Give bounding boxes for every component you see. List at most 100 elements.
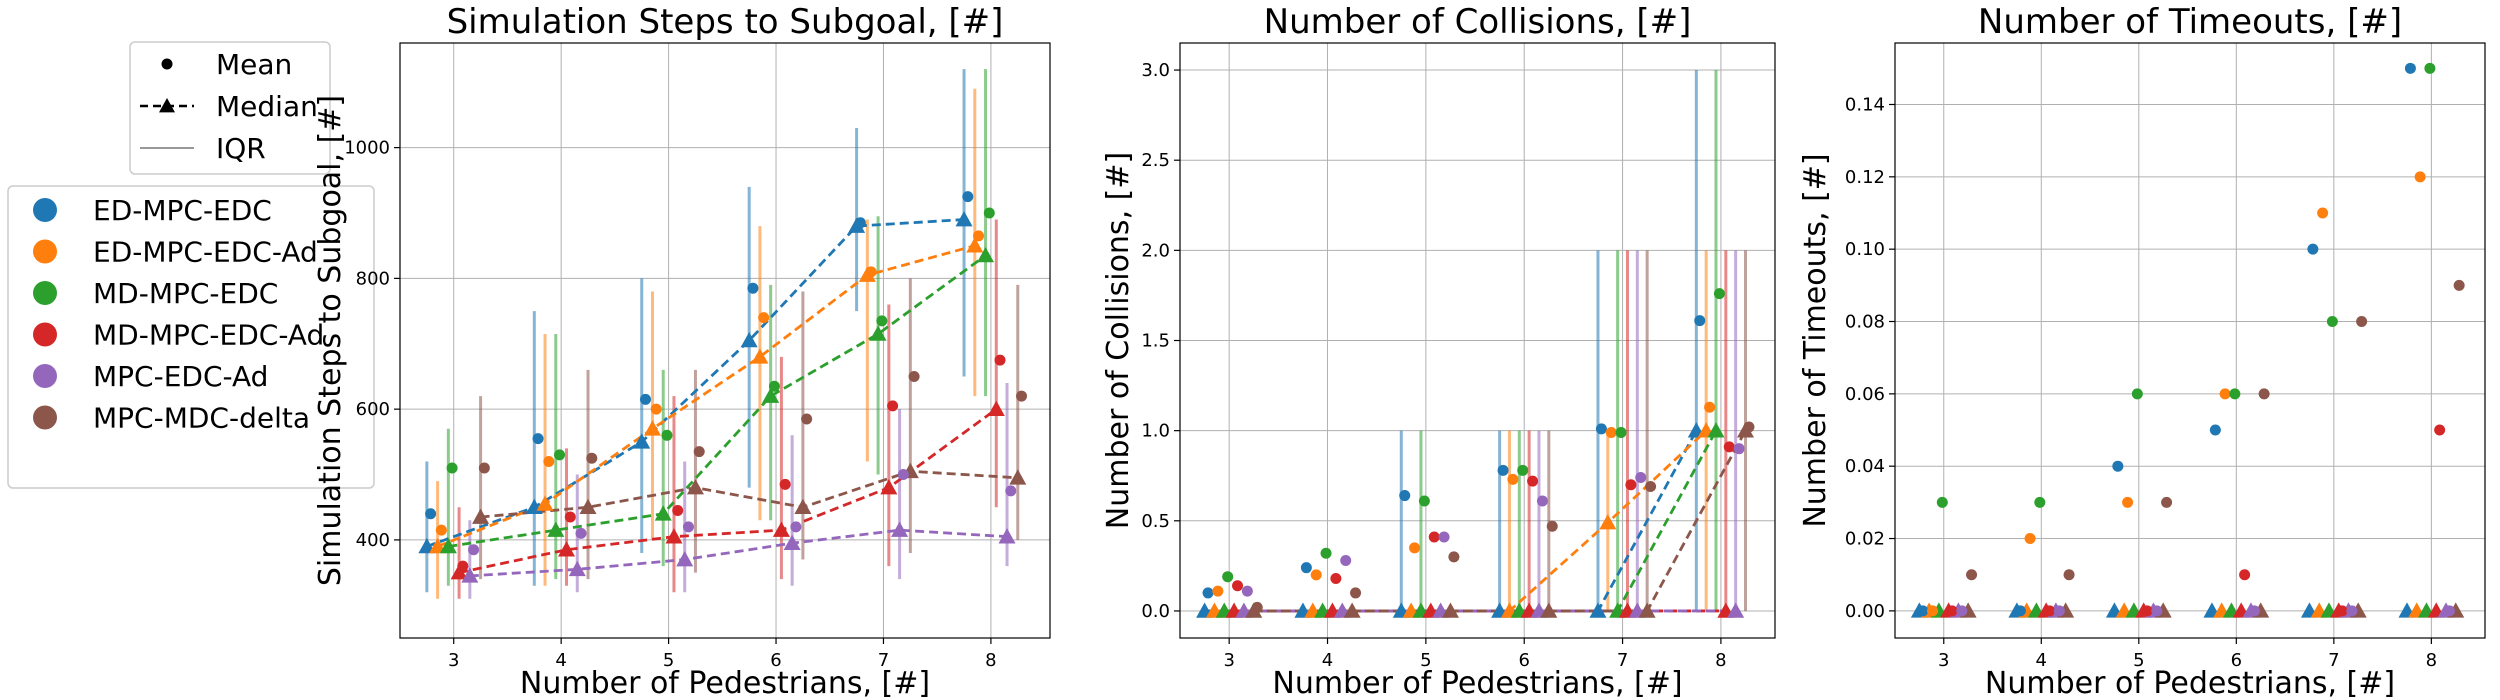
x-axis-label: Number of Pedestrians, [#] xyxy=(1985,666,2395,700)
median-marker xyxy=(1707,422,1725,438)
median-line xyxy=(426,218,965,548)
y-tick-label: 3.0 xyxy=(1141,60,1170,81)
legend-method-label: MPC-MDC-delta xyxy=(93,402,310,435)
median-marker xyxy=(472,508,490,524)
mean-point xyxy=(1625,479,1637,491)
x-axis-label: Number of Pedestrians, [#] xyxy=(520,666,930,700)
mean-point xyxy=(1222,571,1234,583)
legend-method-label: MPC-EDC-Ad xyxy=(93,360,268,393)
y-tick-label: 0.02 xyxy=(1845,529,1885,550)
median-marker xyxy=(869,325,887,341)
mean-point xyxy=(1350,587,1362,599)
mean-point xyxy=(1595,423,1607,435)
mean-point xyxy=(2248,605,2260,617)
median-marker xyxy=(1343,602,1361,618)
median-marker xyxy=(955,211,973,227)
median-marker xyxy=(654,505,672,521)
median-marker xyxy=(1599,514,1617,530)
chart-title: Number of Collisions, [#] xyxy=(1264,2,1692,42)
x-tick-label: 8 xyxy=(985,650,996,671)
plot-frame xyxy=(1894,42,2486,639)
x-tick-label: 3 xyxy=(448,650,459,671)
mean-point xyxy=(2131,388,2143,400)
mean-point xyxy=(2317,207,2329,219)
x-tick-label: 3 xyxy=(1938,650,1949,671)
median-marker xyxy=(568,560,586,577)
y-tick-label: 0.00 xyxy=(1845,601,1885,622)
mean-point xyxy=(2151,605,2163,617)
mean-point xyxy=(1527,475,1539,487)
mean-point xyxy=(876,315,888,327)
mean-point xyxy=(2209,424,2221,436)
mean-point xyxy=(1409,542,1421,554)
x-tick-label: 3 xyxy=(1223,650,1234,671)
mean-point xyxy=(682,521,694,533)
mean-point xyxy=(1418,495,1430,507)
y-tick-label: 2.5 xyxy=(1141,150,1170,171)
x-tick-label: 4 xyxy=(1322,650,1333,671)
chart-timeouts: 3 4 5 6 7 8 0.00 0.02 0.04 0.06 0.08 0.10 0.12 0.14 Nu… xyxy=(1798,2,2486,700)
chart-title: Number of Timeouts, [#] xyxy=(1978,2,2402,42)
mean-point xyxy=(575,527,587,539)
median-marker xyxy=(1638,602,1656,618)
legend-mean-dot xyxy=(161,58,173,70)
mean-point xyxy=(2356,316,2368,328)
median-marker xyxy=(665,528,683,544)
mean-point xyxy=(457,560,469,572)
mean-point xyxy=(2434,424,2446,436)
mean-point xyxy=(435,524,447,536)
mean-point xyxy=(1536,495,1548,507)
mean-point xyxy=(2063,569,2075,581)
mean-point xyxy=(2258,388,2270,400)
mean-point xyxy=(1241,585,1253,597)
y-tick-label: 0.04 xyxy=(1845,456,1885,477)
mean-point xyxy=(2453,279,2465,291)
median-marker xyxy=(558,541,576,557)
legend-method-swatch xyxy=(33,239,57,264)
mean-point xyxy=(1232,580,1244,592)
mean-point xyxy=(865,266,877,278)
mean-point xyxy=(2044,605,2056,617)
mean-point xyxy=(2112,460,2124,472)
x-tick-label: 8 xyxy=(2426,650,2437,671)
mean-point xyxy=(887,400,899,412)
mean-point xyxy=(983,207,995,219)
x-tick-label: 6 xyxy=(2231,650,2242,671)
median-marker xyxy=(977,247,995,263)
x-tick-label: 7 xyxy=(2328,650,2339,671)
mean-point xyxy=(1946,605,1958,617)
median-marker xyxy=(461,567,479,583)
mean-point xyxy=(897,469,909,481)
x-axis-label: Number of Pedestrians, [#] xyxy=(1272,666,1682,700)
mean-point xyxy=(425,508,437,520)
mean-point xyxy=(661,429,673,441)
mean-point xyxy=(908,370,920,382)
median-marker xyxy=(536,495,554,511)
mean-point xyxy=(1733,443,1745,455)
median-marker xyxy=(418,537,436,554)
mean-point xyxy=(2141,605,2153,617)
median-marker xyxy=(762,387,780,403)
y-tick-label: 400 xyxy=(356,530,390,551)
mean-point xyxy=(1438,531,1450,543)
median-marker xyxy=(429,537,447,554)
mean-point xyxy=(747,282,759,294)
mean-point xyxy=(586,452,598,464)
legend-method-label: MD-MPC-EDC-Ad xyxy=(93,319,324,352)
mean-point xyxy=(973,230,985,242)
mean-point xyxy=(532,433,544,445)
median-marker xyxy=(1540,602,1558,618)
mean-point xyxy=(1497,464,1509,476)
median-marker xyxy=(740,332,758,348)
mean-point xyxy=(1645,481,1657,493)
legend-method-swatch xyxy=(33,364,57,388)
mean-point xyxy=(2404,62,2416,74)
plot-frame xyxy=(399,42,1051,639)
x-tick-label: 7 xyxy=(878,650,889,671)
y-tick-label: 0.12 xyxy=(1845,167,1885,188)
mean-point xyxy=(1635,472,1647,484)
mean-point xyxy=(2161,496,2173,508)
median-marker xyxy=(579,498,597,515)
mean-point xyxy=(1300,562,1312,574)
